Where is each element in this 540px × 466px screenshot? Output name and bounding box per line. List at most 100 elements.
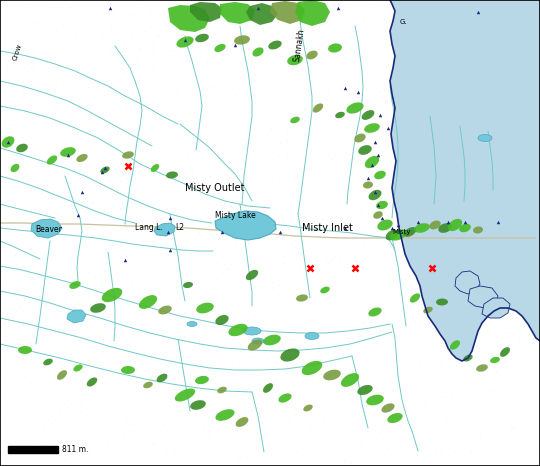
Point [41,395,50,402]
Point [186,330,195,337]
Point [366,39,374,47]
Point [120,426,129,434]
Point [68,450,77,457]
Point [172,377,181,384]
Point [76,52,85,60]
Point [208,207,217,215]
Point [176,194,185,201]
Point [391,382,400,389]
Point [411,209,420,217]
Point [66,224,75,232]
Point [372,266,380,274]
Point [367,30,376,38]
Point [416,373,425,380]
Point [36,325,44,333]
Point [435,228,444,235]
Point [360,389,369,396]
Point [381,42,389,50]
Point [422,147,431,155]
Point [134,200,143,208]
Point [388,322,396,329]
Point [77,75,86,82]
Point [141,330,150,337]
Point [274,281,282,289]
Point [474,353,483,361]
Point [136,363,144,370]
Point [51,27,60,34]
Point [172,353,180,361]
Text: Beaver: Beaver [35,226,62,234]
Point [386,53,395,61]
Point [166,397,175,405]
Point [212,289,220,296]
Point [76,218,84,225]
Point [27,142,36,149]
Point [463,323,472,330]
Point [36,435,45,442]
Point [238,280,247,288]
Point [483,371,492,378]
Point [230,236,239,243]
Point [103,356,111,363]
Point [386,206,394,213]
Point [381,120,389,128]
Point [451,357,460,364]
Point [111,420,119,428]
Point [525,228,534,235]
Point [143,405,152,413]
Point [276,367,285,375]
Point [354,113,363,120]
Point [91,237,100,244]
Point [372,203,380,211]
Polygon shape [67,310,86,323]
Point [466,139,475,146]
Point [475,17,483,24]
Point [373,69,382,76]
Point [83,168,91,176]
Point [344,149,353,157]
Point [23,193,31,200]
Point [510,250,518,257]
Point [323,141,332,149]
Point [291,437,299,445]
Point [303,287,312,294]
Point [29,50,37,58]
Point [112,333,121,341]
Point [131,325,140,332]
Point [110,341,119,349]
Point [394,413,402,420]
Point [51,416,59,424]
Point [108,343,117,350]
Point [402,188,410,195]
Point [213,260,221,267]
Point [332,358,341,366]
Point [58,57,67,65]
Point [363,360,372,367]
Point [112,43,120,50]
Point [259,317,268,325]
Point [305,329,314,336]
Point [1,0,10,6]
Point [395,425,403,433]
Point [52,342,60,350]
Point [79,241,88,249]
Point [463,126,471,133]
Point [444,69,453,76]
Point [466,448,475,455]
Point [310,303,319,311]
Point [330,288,339,295]
Point [529,27,537,35]
Point [244,106,252,114]
Point [159,56,167,64]
Point [193,189,201,197]
Point [483,353,492,361]
Point [171,394,180,402]
Point [399,151,408,158]
Point [167,205,176,212]
Point [352,134,360,141]
Point [329,356,338,363]
Point [300,105,308,113]
Point [444,444,453,452]
Point [439,215,448,222]
Point [197,449,205,456]
